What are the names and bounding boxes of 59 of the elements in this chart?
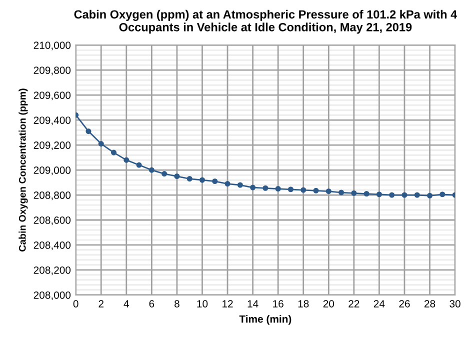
point: [275, 186, 281, 192]
chart-title: Cabin Oxygen (ppm) at an Atmospheric Pressure of 101.2 kPa with 4 Occupants in Vehicle at Idle Condition, May 21, 2019: [74, 10, 458, 34]
y-tick-label: 208,800: [34, 192, 71, 200]
x-axis-title: Time (min): [239, 315, 292, 325]
x-tick-label: 2: [98, 300, 104, 308]
point: [402, 192, 408, 198]
point: [110, 150, 117, 156]
point: [212, 178, 218, 184]
point: [148, 167, 154, 173]
point: [224, 180, 230, 187]
x-tick-label: 8: [174, 300, 180, 308]
x-tick-label: 26: [399, 300, 410, 308]
x-tick-label: 20: [323, 300, 334, 308]
y-tick-label: 208,200: [34, 266, 71, 276]
x-tick-label: 6: [149, 300, 154, 308]
point: [351, 190, 357, 196]
y-tick-label: 209,400: [34, 116, 71, 126]
point: [389, 192, 395, 198]
point: [364, 190, 370, 197]
x-tick-label: 14: [248, 300, 258, 308]
point: [136, 162, 142, 168]
point: [174, 174, 180, 180]
point: [338, 190, 344, 196]
point: [426, 192, 433, 198]
point: [250, 184, 256, 190]
y-tick-label: 209,000: [34, 166, 71, 176]
point: [262, 185, 268, 191]
point: [300, 187, 306, 193]
y-tick-label: 209,200: [34, 142, 71, 150]
point: [440, 192, 446, 198]
x-tick-label: 10: [197, 300, 208, 308]
point: [86, 128, 92, 134]
y-tick-label: 208,000: [34, 291, 71, 300]
y-axis-title: Cabin Oxygen Concentration (ppm): [18, 88, 28, 252]
x-tick-label: 4: [124, 300, 129, 308]
y-tick-label: 209,800: [34, 66, 71, 76]
point: [199, 177, 206, 183]
point: [326, 188, 332, 194]
point: [162, 171, 168, 177]
point: [124, 157, 130, 163]
x-tick-label: 22: [348, 300, 360, 308]
x-tick-label: 18: [298, 300, 309, 308]
x-tick-label: 24: [374, 300, 385, 308]
x-tick-label: 28: [424, 300, 436, 308]
y-tick-label: 208,400: [34, 241, 71, 250]
x-tick-label: 16: [273, 300, 284, 308]
point: [98, 141, 104, 147]
point: [376, 192, 382, 198]
point: [186, 176, 192, 182]
point: [414, 192, 420, 198]
y-tick-label: 210,000: [34, 42, 71, 50]
y-tick-label: 209,600: [34, 92, 71, 100]
point: [237, 182, 243, 188]
x-tick-label: 0: [73, 300, 78, 308]
point: [313, 188, 319, 194]
x-tick-label: 12: [222, 300, 233, 308]
y-tick-label: 208,600: [34, 216, 71, 226]
point: [288, 186, 294, 192]
x-tick-label: 30: [450, 300, 460, 308]
